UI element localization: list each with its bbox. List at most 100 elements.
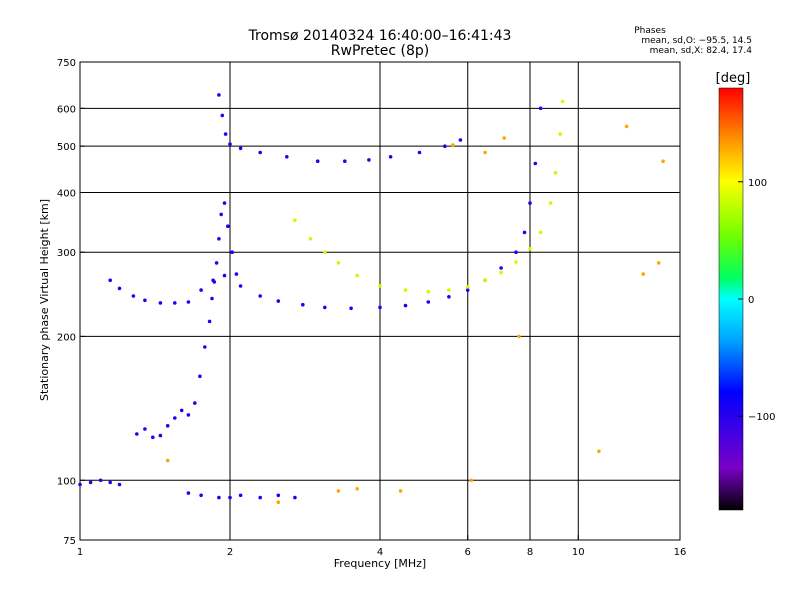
echo-point — [158, 301, 163, 305]
y-tick-label: 600 — [57, 104, 76, 115]
echo-point — [228, 495, 232, 500]
echo-point — [336, 489, 341, 493]
echo-point — [108, 480, 112, 485]
echo-point — [451, 143, 455, 147]
echo-point — [308, 237, 313, 241]
echo-point — [165, 424, 170, 428]
echo-point — [597, 449, 601, 454]
echo-point — [502, 136, 507, 140]
echo-point — [398, 489, 403, 493]
echo-points — [78, 93, 665, 505]
echo-point — [258, 150, 263, 155]
echo-point — [388, 155, 393, 159]
y-tick-label: 75 — [63, 536, 76, 547]
colorbar-tick-label: −100 — [748, 412, 775, 423]
echo-point — [483, 278, 487, 283]
echo-point — [199, 288, 203, 292]
y-tick-label: 100 — [57, 476, 76, 487]
echo-point — [323, 250, 327, 254]
echo-point — [186, 491, 191, 495]
echo-point — [661, 159, 665, 163]
x-tick-label: 2 — [227, 547, 233, 558]
echo-point — [343, 159, 347, 163]
echo-point — [378, 305, 382, 310]
phases-heading: Phases — [634, 26, 666, 36]
echo-point — [293, 218, 297, 222]
echo-point — [98, 478, 103, 483]
echo-point — [108, 278, 112, 283]
echo-point — [301, 302, 305, 307]
echo-point — [465, 288, 470, 292]
echo-point — [469, 478, 474, 483]
echo-point — [131, 294, 136, 298]
echo-point — [135, 432, 139, 436]
echo-point — [179, 408, 184, 413]
echo-point — [641, 272, 645, 276]
echo-point — [193, 401, 197, 405]
x-axis-ticks: 1 2 4 6 8 10 16 — [77, 535, 686, 558]
echo-point — [143, 427, 147, 431]
echo-point — [499, 266, 503, 270]
echo-point — [228, 142, 232, 146]
echo-point — [117, 286, 122, 291]
chart-subtitle: RwPretec (8p) — [331, 43, 429, 59]
echo-point — [499, 270, 503, 275]
echo-point — [222, 201, 227, 205]
echo-point — [198, 374, 202, 379]
echo-point — [230, 250, 234, 254]
echo-point — [186, 300, 191, 304]
echo-point — [528, 247, 532, 251]
echo-point — [217, 237, 221, 241]
echo-point — [403, 288, 408, 292]
y-tick-label: 750 — [57, 58, 76, 69]
echo-point — [238, 284, 243, 288]
echo-point — [207, 319, 212, 324]
echo-point — [426, 289, 431, 294]
echo-point — [538, 230, 543, 235]
echo-point — [447, 288, 451, 292]
echo-point — [538, 106, 543, 111]
echo-point — [223, 132, 228, 136]
echo-point — [553, 170, 558, 175]
echo-point — [443, 144, 447, 148]
echo-point — [143, 298, 147, 303]
echo-point — [173, 416, 177, 420]
echo-point — [378, 284, 382, 288]
chart-title: Tromsø 20140324 16:40:00–16:41:43 — [248, 28, 512, 44]
echo-point — [656, 261, 661, 265]
echo-point — [78, 482, 82, 487]
echo-point — [173, 301, 177, 305]
echo-point — [483, 150, 487, 155]
echo-point — [276, 493, 281, 498]
echo-point — [349, 306, 353, 311]
echo-point — [293, 495, 297, 500]
colorbar-tick-label: 100 — [748, 178, 767, 189]
echo-point — [222, 273, 227, 278]
echo-point — [203, 345, 207, 349]
echo-point — [522, 230, 527, 235]
echo-point — [214, 261, 219, 265]
echo-point — [217, 495, 221, 500]
echo-point — [210, 296, 214, 301]
echo-point — [417, 150, 422, 155]
echo-point — [88, 480, 93, 485]
echo-point — [199, 493, 203, 498]
echo-point — [219, 212, 223, 217]
x-tick-label: 1 — [77, 547, 83, 558]
echo-point — [367, 158, 371, 162]
echo-point — [426, 300, 431, 304]
y-tick-label: 400 — [57, 188, 76, 199]
echo-point — [315, 159, 320, 163]
echo-point — [220, 113, 225, 118]
echo-point — [514, 250, 518, 254]
phases-x-stats: mean, sd,X: 82.4, 17.4 — [650, 46, 753, 56]
phases-o-stats: mean, sd,O: −95.5, 14.5 — [641, 36, 752, 46]
echo-point — [285, 155, 289, 159]
x-axis-label: Frequency [MHz] — [334, 557, 426, 570]
echo-point — [548, 201, 553, 205]
echo-point — [238, 146, 243, 151]
x-tick-label: 6 — [465, 547, 471, 558]
echo-point — [558, 132, 562, 136]
echo-point — [355, 273, 360, 278]
colorbar-label: [deg] — [716, 71, 751, 86]
